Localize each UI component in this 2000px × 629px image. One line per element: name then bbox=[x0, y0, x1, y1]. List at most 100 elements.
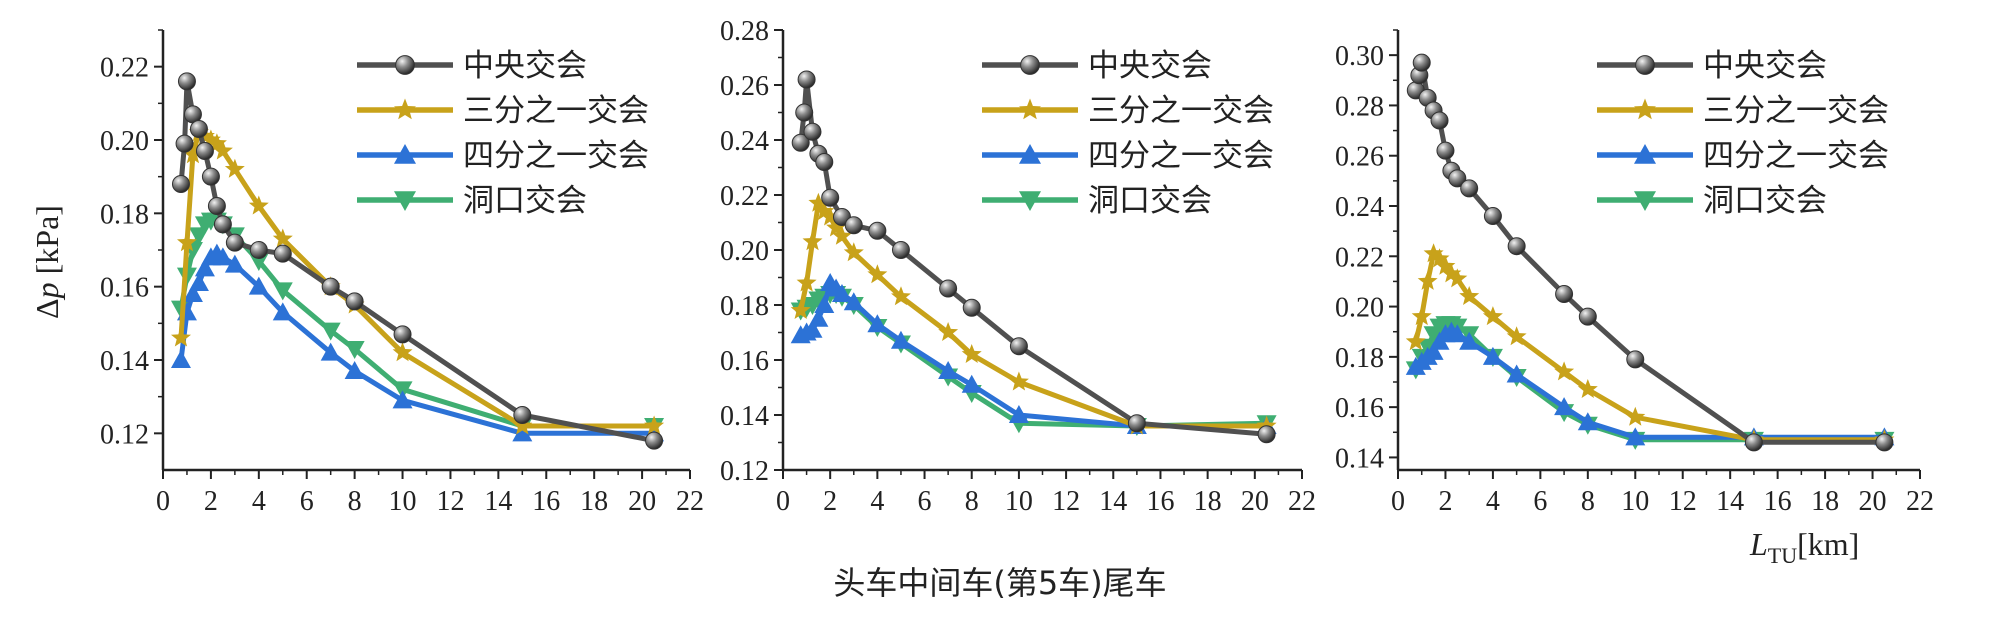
x-tick-label: 0 bbox=[1391, 486, 1405, 517]
data-point bbox=[645, 431, 664, 450]
data-point bbox=[321, 277, 340, 296]
data-point bbox=[188, 273, 209, 291]
legend-label: 三分之一交会 bbox=[463, 93, 649, 128]
data-point bbox=[1460, 179, 1479, 198]
data-point bbox=[207, 197, 226, 215]
y-tick-label: 0.20 bbox=[720, 236, 769, 267]
data-point bbox=[795, 103, 814, 122]
y-tick-label: 0.20 bbox=[100, 126, 149, 157]
x-axis-title: LTU[km] bbox=[1749, 526, 1859, 568]
y-tick-label: 0.22 bbox=[1335, 242, 1384, 273]
data-point bbox=[832, 225, 852, 245]
data-point bbox=[891, 241, 910, 259]
legend-marker bbox=[1634, 144, 1656, 164]
data-point bbox=[1459, 331, 1480, 350]
data-point bbox=[1411, 306, 1432, 326]
data-point bbox=[808, 308, 829, 327]
x-tick-label: 8 bbox=[1581, 486, 1595, 517]
series-3 bbox=[790, 273, 1277, 434]
data-point bbox=[1429, 248, 1450, 268]
data-point bbox=[939, 279, 958, 298]
data-point bbox=[273, 244, 292, 263]
data-point bbox=[213, 215, 232, 234]
x-tick-label: 14 bbox=[1716, 486, 1744, 517]
x-tick-label: 22 bbox=[676, 486, 704, 517]
data-point bbox=[1436, 141, 1455, 160]
y-axis-title: Δp [kPa] bbox=[29, 205, 65, 319]
data-point bbox=[320, 342, 341, 361]
data-point bbox=[938, 322, 959, 341]
data-point bbox=[1417, 270, 1438, 290]
x-tick-label: 12 bbox=[1052, 486, 1080, 517]
x-tick-label: 6 bbox=[918, 486, 932, 517]
data-point bbox=[803, 122, 822, 141]
data-point bbox=[170, 350, 191, 368]
data-point bbox=[248, 253, 269, 271]
series-line bbox=[799, 291, 1267, 429]
legend-marker bbox=[1019, 144, 1041, 164]
y-tick-label: 0.16 bbox=[100, 273, 149, 304]
y-tick-label: 0.22 bbox=[720, 181, 769, 212]
data-point bbox=[201, 167, 220, 186]
data-point bbox=[248, 195, 269, 215]
data-point bbox=[1483, 207, 1502, 226]
legend-marker bbox=[395, 55, 415, 75]
data-point bbox=[183, 144, 203, 164]
x-tick-label: 2 bbox=[1438, 486, 1452, 517]
data-point bbox=[248, 276, 269, 295]
legend-label: 中央交会 bbox=[1703, 48, 1827, 83]
data-point bbox=[1423, 341, 1444, 360]
data-point bbox=[224, 158, 245, 178]
data-point bbox=[1506, 326, 1527, 346]
data-point bbox=[1554, 361, 1575, 381]
x-tick-label: 6 bbox=[1533, 486, 1547, 517]
data-point bbox=[843, 292, 864, 311]
data-point bbox=[1744, 433, 1763, 452]
x-tick-label: 10 bbox=[1621, 486, 1649, 517]
data-point bbox=[802, 319, 823, 338]
data-point bbox=[344, 341, 365, 359]
data-point bbox=[249, 241, 268, 259]
data-point bbox=[1506, 364, 1527, 383]
legend-marker bbox=[394, 144, 416, 164]
x-tick-label: 4 bbox=[870, 486, 884, 517]
data-point bbox=[225, 233, 244, 252]
data-point bbox=[843, 242, 864, 262]
x-tick-label: 2 bbox=[204, 486, 218, 517]
data-point bbox=[868, 221, 887, 240]
x-tick-label: 18 bbox=[580, 486, 608, 517]
legend-label: 洞口交会 bbox=[1088, 183, 1212, 218]
legend-marker bbox=[1634, 191, 1656, 211]
legend-label: 四分之一交会 bbox=[1088, 138, 1274, 173]
legend-marker bbox=[1020, 55, 1040, 75]
y-tick-label: 0.18 bbox=[1335, 343, 1384, 374]
data-point bbox=[1405, 331, 1426, 351]
x-tick-label: 10 bbox=[389, 486, 417, 517]
data-point bbox=[392, 342, 413, 362]
data-point bbox=[224, 254, 245, 273]
x-tick-label: 0 bbox=[776, 486, 790, 517]
data-point bbox=[1008, 405, 1029, 423]
data-point bbox=[1430, 111, 1449, 130]
data-point bbox=[1441, 263, 1462, 283]
x-tick-label: 4 bbox=[1486, 486, 1500, 517]
x-tick-label: 8 bbox=[965, 486, 979, 517]
data-point bbox=[1482, 306, 1503, 326]
series-line bbox=[178, 78, 655, 444]
data-point bbox=[814, 201, 835, 220]
x-tick-label: 10 bbox=[1005, 486, 1033, 517]
data-point bbox=[821, 188, 840, 207]
data-point bbox=[790, 300, 811, 319]
data-point bbox=[1447, 268, 1468, 288]
data-point bbox=[189, 120, 208, 138]
x-tick-label: 14 bbox=[484, 486, 512, 517]
data-point bbox=[826, 217, 847, 237]
x-tick-label: 18 bbox=[1811, 486, 1839, 517]
x-tick-label: 18 bbox=[1194, 486, 1222, 517]
data-point bbox=[1577, 412, 1598, 431]
data-point bbox=[796, 272, 817, 292]
data-point bbox=[1008, 371, 1029, 391]
legend-label: 四分之一交会 bbox=[1703, 138, 1889, 173]
legend-label: 三分之一交会 bbox=[1703, 93, 1889, 128]
